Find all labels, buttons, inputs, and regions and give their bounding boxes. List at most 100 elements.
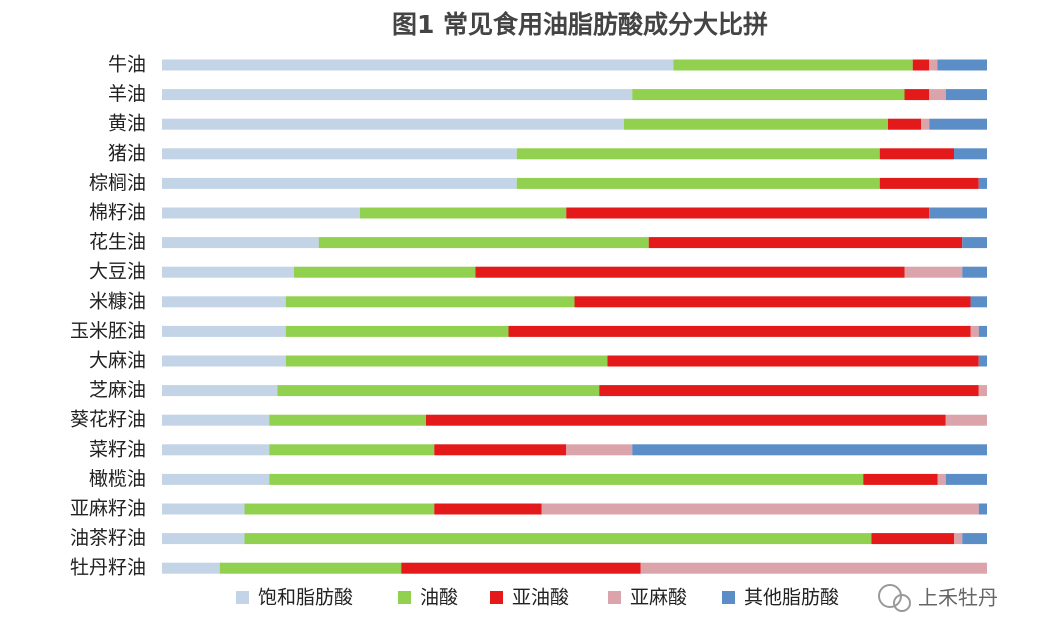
- bar-segment: [318, 237, 649, 249]
- bar-segment: [574, 296, 971, 308]
- y-tick-label: 棕榈油: [89, 172, 146, 194]
- y-tick-label: 花生油: [89, 231, 146, 253]
- legend-swatch: [722, 591, 735, 604]
- bar-segment: [962, 237, 987, 249]
- bar-segment: [624, 118, 888, 130]
- bar-segment: [294, 266, 476, 278]
- bar-segment: [929, 118, 987, 130]
- bar-segment: [599, 385, 979, 397]
- bar-segment: [162, 296, 286, 308]
- legend-label: 饱和脂肪酸: [258, 587, 353, 609]
- y-tick-label: 油茶籽油: [70, 527, 146, 549]
- legend-swatch: [398, 591, 411, 604]
- bar-segment: [888, 118, 921, 130]
- bar-segment: [937, 59, 987, 71]
- bar-segment: [566, 444, 633, 456]
- bar-segment: [162, 562, 220, 574]
- bar-segment: [632, 89, 905, 101]
- bar-segment: [162, 89, 633, 101]
- bar-segment: [162, 148, 517, 160]
- bar-segment: [244, 533, 872, 545]
- bar-segment: [648, 237, 963, 249]
- y-tick-label: 葵花籽油: [70, 409, 146, 431]
- bar-segment: [879, 177, 979, 189]
- bar-segment: [566, 207, 930, 219]
- watermark: 上禾牡丹: [878, 584, 998, 612]
- bar-segment: [970, 296, 987, 308]
- y-tick-label: 橄榄油: [89, 468, 146, 490]
- bar-segment: [516, 148, 880, 160]
- bar-segment: [162, 503, 245, 515]
- bar-segment: [269, 473, 864, 485]
- y-tick-label: 猪油: [108, 142, 146, 164]
- bar-segment: [434, 503, 542, 515]
- bar-segment: [904, 266, 963, 278]
- legend-label: 油酸: [420, 587, 458, 609]
- y-tick-label: 羊油: [108, 83, 146, 105]
- bar-segment: [508, 325, 971, 337]
- bar-segment: [945, 414, 987, 426]
- watermark-icon: [893, 594, 911, 612]
- bar-segment: [162, 325, 286, 337]
- bar-segment: [475, 266, 905, 278]
- bar-segment: [541, 503, 979, 515]
- bar-segment: [929, 59, 938, 71]
- y-tick-label: 牛油: [108, 54, 146, 76]
- bar-segment: [219, 562, 402, 574]
- bar-segment: [360, 207, 567, 219]
- bar-segment: [269, 444, 435, 456]
- bar-segment: [401, 562, 641, 574]
- bar-segment: [962, 266, 987, 278]
- y-tick-label: 大豆油: [89, 261, 146, 283]
- bar-segment: [978, 503, 987, 515]
- bar-segment: [277, 385, 600, 397]
- legend-swatch: [236, 591, 249, 604]
- bar-segment: [970, 325, 979, 337]
- bar-segment: [162, 355, 286, 367]
- bar-segment: [954, 148, 987, 160]
- bar-segment: [285, 355, 608, 367]
- y-tick-label: 菜籽油: [89, 438, 146, 460]
- y-tick-label: 棉籽油: [89, 202, 146, 224]
- bar-segment: [978, 325, 987, 337]
- y-tick-label: 芝麻油: [89, 379, 146, 401]
- bar-segment: [162, 385, 278, 397]
- bar-segment: [904, 89, 930, 101]
- bar-segment: [912, 59, 930, 71]
- bar-segment: [269, 414, 426, 426]
- legend-label: 其他脂肪酸: [744, 587, 839, 609]
- legend-swatch: [608, 591, 621, 604]
- bar-segment: [426, 414, 946, 426]
- bar-segment: [607, 355, 979, 367]
- bar-segment: [162, 59, 674, 71]
- bar-segment: [632, 444, 987, 456]
- bar-segment: [162, 473, 270, 485]
- bar-segment: [871, 533, 954, 545]
- bar-segment: [978, 385, 987, 397]
- bar-segment: [937, 473, 946, 485]
- bar-segment: [978, 355, 987, 367]
- legend-label: 亚麻酸: [630, 587, 687, 609]
- bar-segment: [285, 296, 575, 308]
- y-tick-label: 大麻油: [89, 350, 146, 372]
- bar-segment: [929, 207, 987, 219]
- bar-segment: [162, 414, 270, 426]
- y-tick-label: 米糠油: [89, 289, 146, 312]
- bar-segment: [954, 533, 963, 545]
- bar-segment: [162, 266, 294, 278]
- bar-segment: [962, 533, 987, 545]
- bar-segment: [162, 533, 245, 545]
- bar-segment: [978, 177, 987, 189]
- y-tick-label: 玉米胚油: [70, 320, 146, 342]
- y-tick-label: 亚麻籽油: [70, 498, 146, 520]
- bar-segment: [244, 503, 435, 515]
- bar-segment: [863, 473, 938, 485]
- chart-title: 图1 常见食用油脂肪酸成分大比拼: [392, 10, 768, 39]
- bar-segment: [162, 444, 270, 456]
- bar-segment: [162, 237, 319, 249]
- bar-segment: [929, 89, 946, 101]
- bar-segment: [640, 562, 987, 574]
- bar-segment: [162, 207, 360, 219]
